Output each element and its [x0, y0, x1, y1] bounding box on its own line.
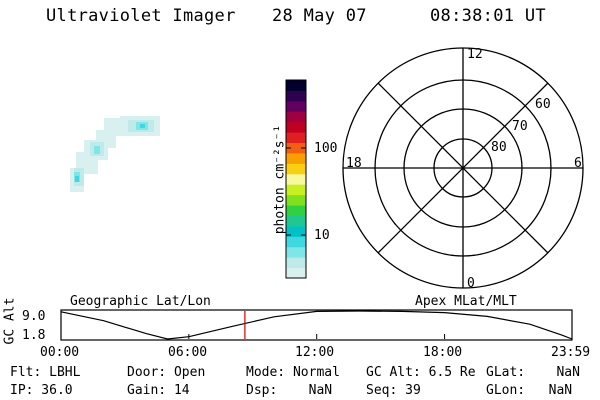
- lat-label-70: 70: [512, 119, 528, 134]
- status-flt: Flt: LBHL: [10, 365, 81, 380]
- colorbar-swatch: [286, 152, 306, 164]
- colorbar-swatch: [286, 194, 306, 206]
- time-label: 08:38:01 UT: [430, 6, 546, 26]
- date-label: 28 May 07: [272, 6, 367, 26]
- status-door: Door: Open: [127, 365, 206, 380]
- colorbar-swatch: [286, 267, 306, 279]
- colorbar-swatch: [286, 90, 306, 102]
- timeline-right-label: Apex MLat/MLT: [415, 294, 517, 309]
- colorbar-swatch: [286, 257, 306, 269]
- colorbar-swatch: [286, 142, 306, 154]
- status-seq: Seq: 39: [366, 383, 421, 398]
- colorbar-swatch: [286, 121, 306, 133]
- colorbar-swatch: [286, 215, 306, 227]
- status-dsp: Dsp: NaN: [246, 383, 333, 398]
- colorbar-label-100: 100: [314, 141, 338, 156]
- colorbar-swatch: [286, 100, 306, 112]
- polar-grid: [342, 47, 584, 289]
- colorbar-label-10: 10: [314, 228, 330, 243]
- timeline-frame: [60, 309, 573, 341]
- mlt-label-18: 18: [346, 156, 362, 171]
- colorbar-swatch: [286, 80, 306, 91]
- colorbar-frame: [285, 79, 307, 279]
- colorbar-swatch: [286, 225, 306, 237]
- polar-diagonal-2: [377, 82, 549, 254]
- instrument-title: Ultraviolet Imager: [46, 6, 236, 26]
- lat-label-80: 80: [491, 140, 507, 155]
- status-ip: IP: 36.0: [10, 383, 73, 398]
- status-glon: GLon: NaN: [486, 383, 573, 398]
- mlt-label-12: 12: [467, 47, 483, 62]
- timeline-ymax-label: 9.0: [22, 309, 46, 324]
- status-mode: Mode: Normal: [246, 365, 340, 380]
- timeline-left-label: Geographic Lat/Lon: [70, 294, 211, 309]
- mlt-label-6: 6: [574, 156, 582, 171]
- colorbar-unit-label: photon cm⁻²s⁻¹: [272, 124, 288, 235]
- timeline-xtick-0000: 00:00: [40, 345, 80, 360]
- altitude-curve: [60, 310, 573, 340]
- mlt-label-0: 0: [467, 276, 475, 291]
- timeline-ymin-label: 1.8: [22, 328, 46, 343]
- timeline-xtick-1200: 12:00: [295, 345, 335, 360]
- colorbar-swatch: [286, 246, 306, 258]
- auroral-emission: [70, 116, 160, 192]
- status-gain: Gain: 14: [127, 383, 190, 398]
- colorbar-swatch: [286, 163, 306, 175]
- colorbar: [285, 79, 307, 279]
- timeline-ticks: [60, 334, 573, 339]
- colorbar-swatch: [286, 132, 306, 144]
- status-glat: GLat: NaN: [486, 365, 580, 380]
- colorbar-swatch: [286, 205, 306, 216]
- lat-label-60: 60: [535, 97, 551, 112]
- colorbar-swatch: [286, 111, 306, 123]
- status-gc-alt: GC Alt: 6.5 Re: [366, 365, 476, 380]
- timeline-xtick-1800: 18:00: [423, 345, 463, 360]
- timeline-xtick-2359: 23:59: [551, 345, 591, 360]
- colorbar-swatch: [286, 173, 306, 185]
- timeline-y-axis-label: GC Alt: [2, 297, 18, 345]
- timeline-xtick-0600: 06:00: [168, 345, 208, 360]
- colorbar-swatch: [286, 184, 306, 196]
- colorbar-swatch: [286, 236, 306, 248]
